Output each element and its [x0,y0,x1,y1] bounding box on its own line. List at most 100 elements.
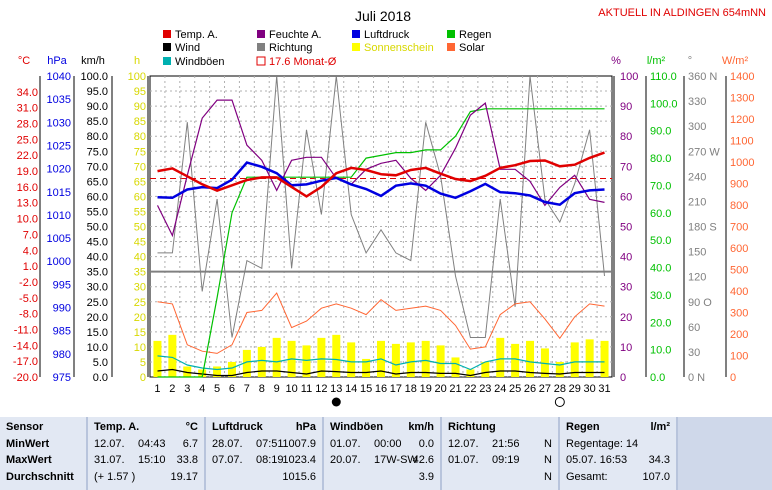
rain-max-datetime: 05.07. 16:53 [566,454,628,466]
temp-tick-label: 25.0 [17,134,38,146]
pressure-min-value: 1007.9 [282,438,316,450]
series-line-wind [157,368,605,377]
sunshine-bar [540,348,549,377]
sunshine-tick-label: 45 [134,237,146,249]
sunshine-tick-label: 40 [134,252,146,264]
direction-min-value: N [544,438,552,450]
legend-label: Feuchte A. [269,29,322,41]
humidity-tick-label: 20 [620,312,632,324]
rain-tick-label: 90.0 [650,126,671,138]
solar-tick-label: 800 [730,200,748,212]
x-tick-label: 28 [554,383,566,395]
sunshine-tick-label: 85 [134,116,146,128]
wind-tick-label: 55.0 [87,206,108,218]
legend-swatch [257,30,265,38]
pressure-tick-label: 980 [53,349,71,361]
temp-tick-label: 31.0 [17,103,38,115]
gust-min-date: 01.07. [330,438,361,450]
pressure-tick-label: 1035 [47,94,71,106]
x-tick-label: 16 [375,383,387,395]
row-label-avg: Durchschnitt [6,471,74,483]
pressure-tick-label: 1040 [47,71,71,83]
direction-tick-label: 330 [688,96,706,108]
full-moon-icon [554,397,565,407]
sunshine-tick-label: 5 [140,357,146,369]
solar-tick-label: 1400 [730,71,754,83]
pressure-tick-label: 1020 [47,164,71,176]
gust-col-unit: km/h [408,421,434,433]
rain-tick-label: 70.0 [650,180,671,192]
pressure-col-unit: hPa [295,421,316,433]
rain-tick-label: 0.0 [650,372,665,384]
x-tick-label: 18 [405,383,417,395]
legend-swatch [257,43,265,51]
pressure-tick-label: 985 [53,326,71,338]
x-tick-label: 10 [285,383,297,395]
rain-total-value: 107.0 [642,471,670,483]
sunshine-bar [272,337,281,377]
x-tick-label: 6 [229,383,235,395]
direction-max-date: 01.07. [448,454,479,466]
legend-label: Temp. A. [175,29,218,41]
legend-swatch [163,57,171,65]
left-unit-label: hPa [47,55,67,67]
direction-tick-label: 120 [688,272,706,284]
solar-tick-label: 100 [730,351,748,363]
temp-min-date: 12.07. [94,438,125,450]
sunshine-bar [362,358,371,377]
temp-tick-label: 7.0 [23,229,38,241]
direction-avg-value: N [544,471,552,483]
solar-tick-label: 200 [730,329,748,341]
sunshine-bar [332,334,341,377]
temp-tick-label: 4.0 [23,245,38,257]
series-line-windb-en [157,355,605,371]
sunshine-bar [511,343,520,377]
rain-days-label: Regentage: 14 [566,438,639,450]
wind-tick-label: 75.0 [87,146,108,158]
legend-label: Richtung [269,42,312,54]
rain-column: Regen l/m² Regentage: 14 05.07. 16:53 34… [560,417,678,490]
sunshine-bar [391,343,400,377]
wind-tick-label: 10.0 [87,342,108,354]
gust-min-value: 0.0 [418,438,434,450]
wind-tick-label: 65.0 [87,176,108,188]
direction-column: Richtung 12.07. 21:56 N 01.07. 09:19 N N [442,417,560,490]
humidity-tick-label: 100 [620,71,638,83]
wind-tick-label: 100.0 [80,71,108,83]
pressure-tick-label: 1015 [47,187,71,199]
temp-max-value: 33.8 [176,454,198,466]
temp-max-time: 15:10 [138,454,166,466]
solar-tick-label: 700 [730,222,748,234]
legend-label: Solar [459,42,485,54]
temp-tick-label: 34.0 [17,87,38,99]
pressure-column: Luftdruck hPa 28.07. 07:51 1007.9 07.07.… [206,417,324,490]
temp-column: Temp. A. °C 12.07. 04:43 6.7 31.07. 15:1… [88,417,206,490]
sunshine-bar [526,340,535,377]
right-unit-label: l/m² [647,55,666,67]
row-label-sensor: Sensor [6,421,44,433]
legend-swatch [447,43,455,51]
row-label-max: MaxWert [6,454,52,466]
left-unit-label: km/h [81,55,105,67]
direction-min-date: 12.07. [448,438,479,450]
legend-label: Windböen [175,56,225,68]
x-tick-label: 17 [390,383,402,395]
temp-max-date: 31.07. [94,454,125,466]
wind-tick-label: 35.0 [87,267,108,279]
sunshine-bar [302,345,311,377]
x-tick-label: 7 [244,383,250,395]
solar-tick-label: 400 [730,286,748,298]
pressure-tick-label: 1025 [47,140,71,152]
legend: Temp. A. Feuchte A. Luftdruck Regen Wind Rich… [163,29,491,68]
x-tick-label: 4 [199,383,205,395]
x-tick-label: 29 [569,383,581,395]
sunshine-bar [585,339,594,377]
pressure-min-date: 28.07. [212,438,243,450]
x-tick-label: 23 [479,383,491,395]
sunshine-bar [183,366,192,377]
sunshine-bar [153,340,162,377]
sunshine-bar [257,346,266,377]
sunshine-tick-label: 60 [134,191,146,203]
right-unit-label: W/m² [722,55,749,67]
humidity-tick-label: 50 [620,222,632,234]
